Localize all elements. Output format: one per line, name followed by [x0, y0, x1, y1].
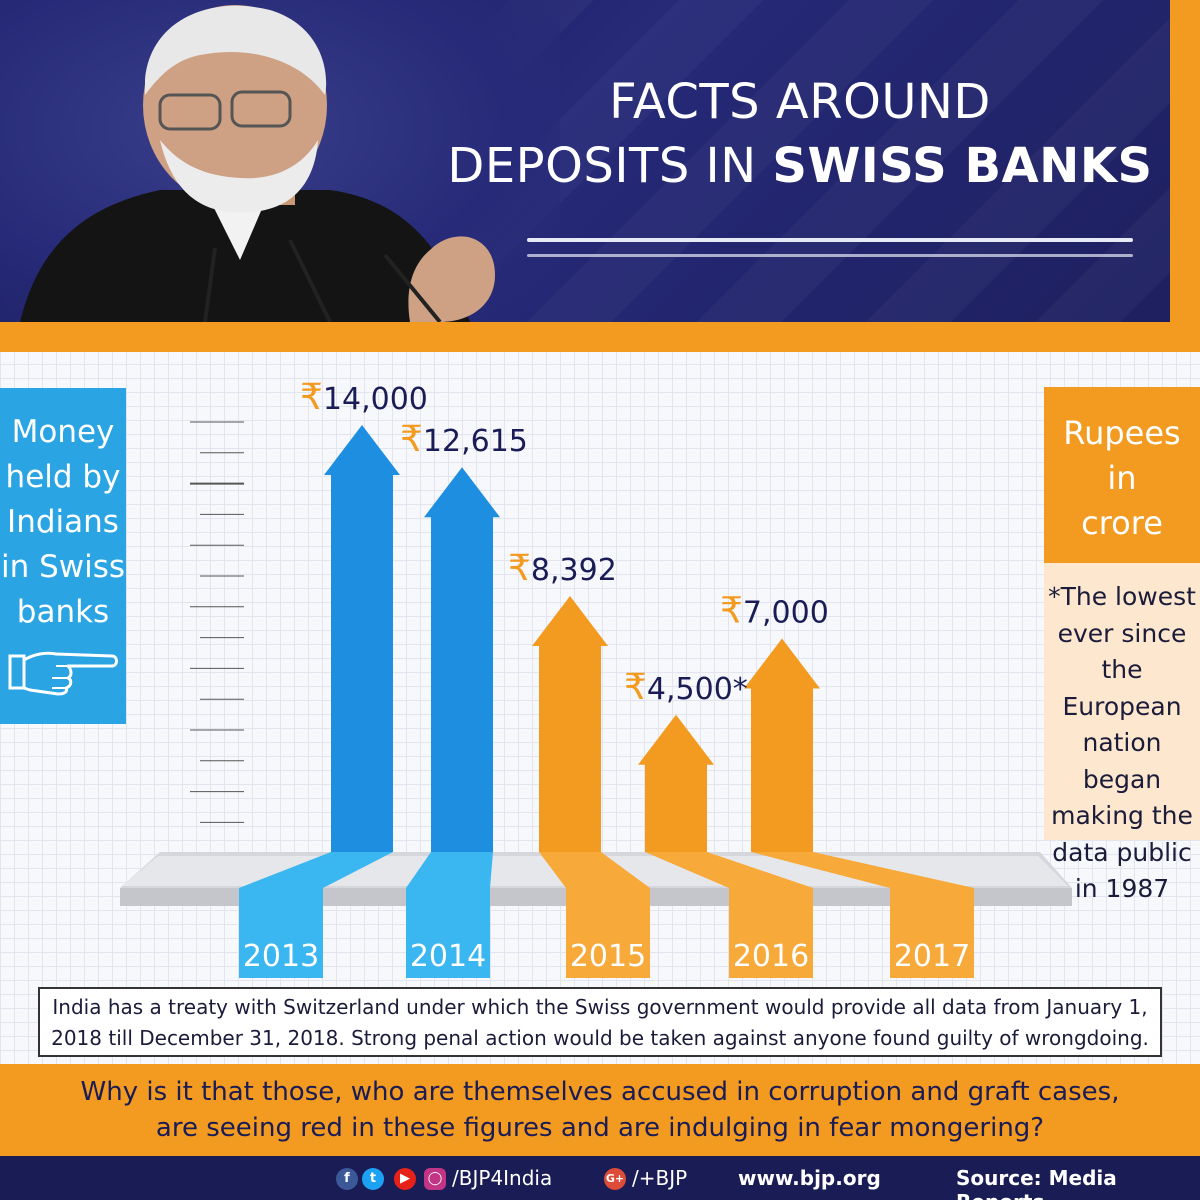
footnote-line: making the [1051, 801, 1193, 830]
year-label: 2017 [894, 939, 970, 974]
year-label: 2015 [570, 939, 646, 974]
title-line-2-bold: SWISS BANKS [772, 138, 1153, 194]
google-plus-handle[interactable]: /+BJP [632, 1166, 688, 1190]
website-link[interactable]: www.bjp.org [738, 1166, 881, 1190]
pointing-hand-icon [8, 651, 118, 696]
chart-description-panel: Money held by Indians in Swiss banks [0, 388, 126, 724]
info-line-2: 2018 till December 31, 2018. Strong pena… [51, 1026, 1149, 1050]
year-label: 2014 [410, 939, 486, 974]
bar-ribbon [645, 852, 813, 978]
footnote-text: *The lowest ever since the European nati… [1044, 563, 1200, 908]
treaty-info-box: India has a treaty with Switzerland unde… [38, 987, 1162, 1057]
twitter-icon[interactable]: t [362, 1168, 384, 1190]
description-line: Money [11, 414, 115, 450]
bar-arrow-head [532, 596, 608, 647]
description-line: banks [16, 594, 110, 630]
title-line-1: FACTS AROUND [609, 74, 991, 130]
description-line: in Swiss [0, 549, 126, 585]
title-underline-1 [527, 238, 1133, 242]
footer-bar: f t ▶ ◯ /BJP4India G+ /+BJP www.bjp.org … [0, 1156, 1200, 1200]
instagram-icon[interactable]: ◯ [424, 1168, 446, 1190]
title-line-2-normal: DEPOSITS IN [447, 138, 757, 194]
bar-ribbon [539, 852, 650, 978]
unit-line: Rupees [1063, 414, 1181, 452]
source-credit: Source: Media Reports [956, 1166, 1117, 1200]
value-label: ₹12,615 [400, 419, 528, 460]
header-orange-edge [1170, 0, 1200, 322]
bar-ribbon [239, 852, 393, 978]
value-label: ₹14,000 [300, 377, 428, 418]
year-label: 2013 [243, 939, 319, 974]
footnote-line: nation began [1082, 728, 1162, 794]
unit-box: Rupees in crore [1044, 387, 1200, 563]
description-line: Indians [7, 504, 119, 540]
question-line-2: are seeing red in these figures and are … [155, 1113, 1045, 1143]
chart-description-text: Money held by Indians in Swiss banks [0, 388, 126, 635]
year-label: 2016 [733, 939, 809, 974]
chart-value-labels: ₹14,000₹12,615 ₹8,392 ₹4,500* ₹7,000 [300, 377, 829, 708]
speaker-photo-area [0, 0, 560, 322]
footnote-line: in 1987 [1074, 874, 1170, 903]
footnote-line: the European [1062, 655, 1182, 721]
bar-ribbon [751, 852, 974, 978]
bar [431, 515, 493, 852]
chart-bars [239, 425, 974, 978]
unit-line: in [1107, 459, 1137, 497]
question-banner: Why is it that those, who are themselves… [0, 1064, 1200, 1156]
info-line-1: India has a treaty with Switzerland unde… [52, 995, 1148, 1019]
deposits-bar-chart: ₹14,000₹12,615₹8,392₹4,500*₹7,000 2013 20… [120, 377, 1072, 978]
bar [539, 644, 601, 852]
bar-ribbon [406, 852, 493, 978]
bar [751, 686, 813, 852]
unit-line: crore [1081, 504, 1163, 542]
footnote-line: *The lowest [1048, 582, 1196, 611]
unit-text: Rupees in crore [1044, 387, 1200, 546]
footnote-box: *The lowest ever since the European nati… [1044, 563, 1200, 903]
footnote-line: ever since [1057, 618, 1187, 648]
bar-arrow-head [744, 638, 820, 689]
facebook-icon[interactable]: f [336, 1168, 358, 1190]
title-line-2: DEPOSITS IN SWISS BANKS [430, 134, 1170, 198]
value-label: ₹7,000 [720, 591, 829, 632]
chart-year-labels: 2013 2014 2015 2016 2017 [243, 939, 970, 974]
bar [331, 473, 393, 852]
question-line-1: Why is it that those, who are themselves… [80, 1077, 1120, 1107]
bar-arrow-head [638, 714, 714, 765]
bar-arrow-head [324, 425, 400, 475]
bar [645, 762, 707, 852]
orange-separator [0, 322, 1200, 352]
title-underline-2 [527, 254, 1133, 257]
google-plus-icon[interactable]: G+ [604, 1168, 626, 1190]
value-label: ₹8,392 [508, 548, 617, 589]
social-handle[interactable]: /BJP4India [452, 1166, 553, 1190]
footnote-line: data public [1052, 837, 1192, 867]
bar-arrow-head [424, 467, 500, 518]
page-title: FACTS AROUND DEPOSITS IN SWISS BANKS [430, 70, 1170, 198]
axis-ticks [190, 421, 244, 854]
header-banner: FACTS AROUND DEPOSITS IN SWISS BANKS [0, 0, 1200, 322]
youtube-icon[interactable]: ▶ [394, 1168, 416, 1190]
value-label: ₹4,500* [624, 667, 748, 708]
description-line: held by [5, 459, 121, 495]
speaker-figure-icon [20, 5, 495, 322]
